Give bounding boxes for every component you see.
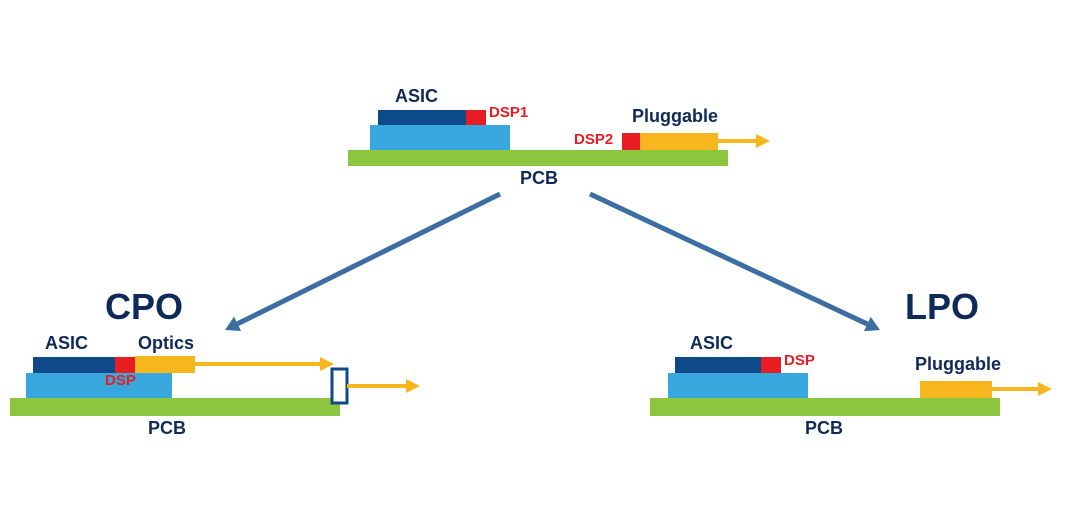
top-dsp1-label: DSP1 <box>489 104 528 121</box>
top-pcb-label: PCB <box>520 168 558 189</box>
lpo-asic-label: ASIC <box>690 333 733 354</box>
lpo-title: LPO <box>905 286 979 328</box>
lpo-pcb-label: PCB <box>805 418 843 439</box>
cpo-dsp-label: DSP <box>105 372 136 389</box>
lpo-dsp-label: DSP <box>784 352 815 369</box>
top-pluggable-label: Pluggable <box>632 106 718 127</box>
lpo-pluggable-label: Pluggable <box>915 354 1001 375</box>
cpo-optics-label: Optics <box>138 333 194 354</box>
top-dsp2-label: DSP2 <box>574 131 613 148</box>
top-asic-label: ASIC <box>395 86 438 107</box>
cpo-title: CPO <box>105 286 183 328</box>
cpo-pcb-label: PCB <box>148 418 186 439</box>
cpo-asic-label: ASIC <box>45 333 88 354</box>
